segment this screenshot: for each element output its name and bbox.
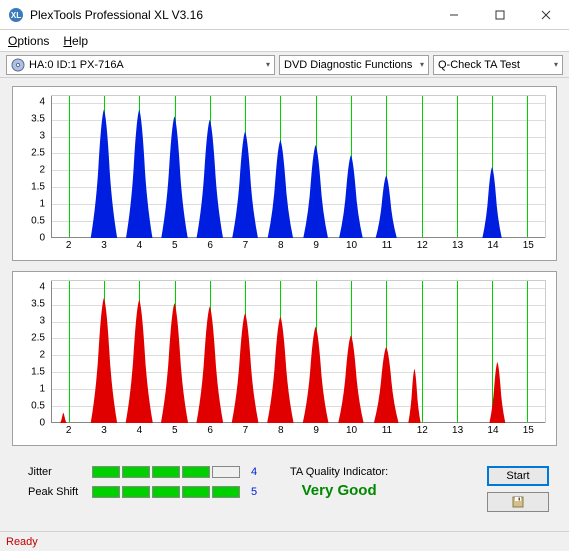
level-bar (152, 486, 180, 498)
function-select-value: DVD Diagnostic Functions (284, 59, 412, 71)
level-bar (152, 466, 180, 478)
drive-select[interactable]: HA:0 ID:1 PX-716A▾ (6, 55, 275, 75)
menu-help[interactable]: Help (63, 34, 88, 48)
test-select-value: Q-Check TA Test (438, 59, 520, 71)
minimize-button[interactable] (431, 0, 477, 29)
app-icon: XL (8, 7, 24, 23)
menu-options[interactable]: Options (8, 34, 49, 48)
start-button[interactable]: Start (487, 466, 549, 486)
level-bar (212, 486, 240, 498)
peakshift-value: 5 (248, 486, 260, 498)
chart-bottom: 00.511.522.533.5423456789101112131415 (12, 271, 557, 446)
disc-icon (11, 58, 25, 72)
status-text: Ready (6, 536, 38, 548)
function-select[interactable]: DVD Diagnostic Functions▾ (279, 55, 429, 75)
window-title: PlexTools Professional XL V3.16 (30, 8, 431, 22)
level-bar (212, 466, 240, 478)
level-bar (122, 486, 150, 498)
level-bar (122, 466, 150, 478)
test-select[interactable]: Q-Check TA Test▾ (433, 55, 563, 75)
maximize-button[interactable] (477, 0, 523, 29)
metric-jitter: Jitter 4 (28, 466, 260, 478)
quality-value: Very Good (302, 482, 377, 499)
jitter-label: Jitter (28, 466, 84, 478)
level-bar (92, 486, 120, 498)
close-button[interactable] (523, 0, 569, 29)
drive-select-value: HA:0 ID:1 PX-716A (29, 59, 124, 71)
chart-top: 00.511.522.533.5423456789101112131415 (12, 86, 557, 261)
peakshift-label: Peak Shift (28, 486, 84, 498)
metric-peakshift: Peak Shift 5 (28, 486, 260, 498)
level-bar (182, 466, 210, 478)
quality-label: TA Quality Indicator: (290, 466, 388, 478)
svg-text:XL: XL (11, 11, 21, 20)
jitter-value: 4 (248, 466, 260, 478)
save-button[interactable] (487, 492, 549, 512)
level-bar (92, 466, 120, 478)
level-bar (182, 486, 210, 498)
